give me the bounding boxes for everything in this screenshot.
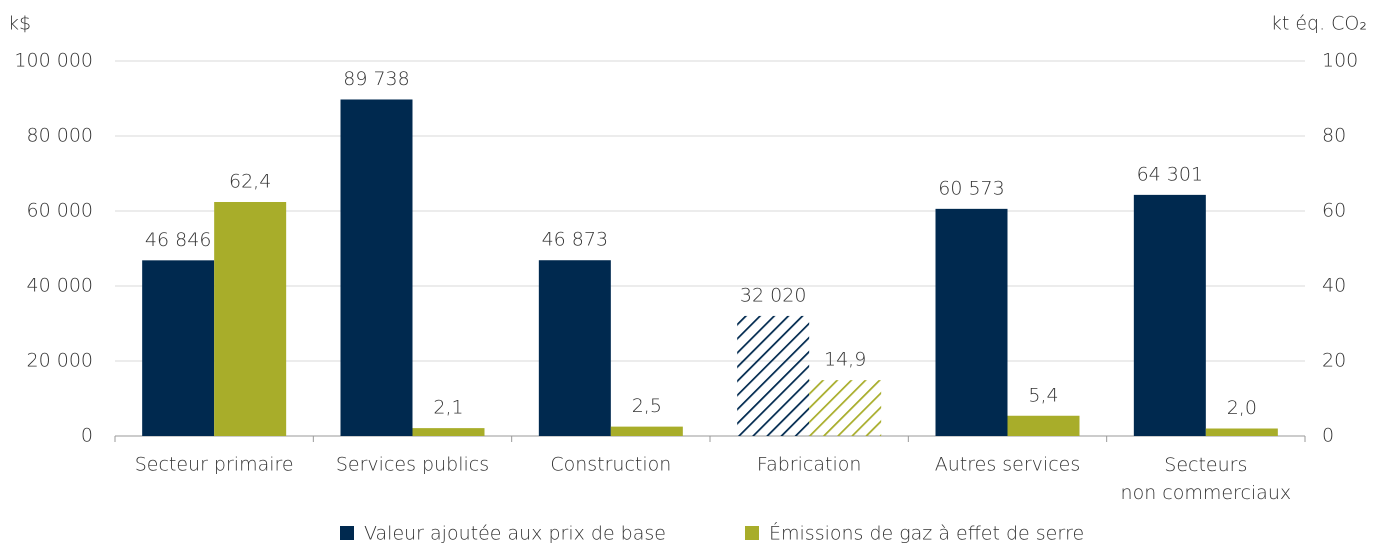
value-label: 2,5	[632, 395, 662, 417]
y2-tick-label: 80	[1322, 125, 1346, 147]
value-label: 2,0	[1227, 397, 1257, 419]
y-tick-label: 60 000	[27, 200, 93, 222]
y-tick-label: 40 000	[27, 275, 93, 297]
bar	[935, 208, 1008, 436]
value-label: 64 301	[1137, 163, 1203, 185]
x-tick-label: Secteurs non commerciaux	[1121, 454, 1292, 504]
bar	[1205, 428, 1278, 436]
x-tick-label-line: non commerciaux	[1121, 482, 1292, 504]
legend-swatch	[745, 526, 759, 540]
x-tick-label: Secteur primaire	[135, 454, 294, 476]
bar	[610, 426, 683, 436]
y2-axis-label: kt éq. CO₂	[1271, 13, 1367, 35]
bar	[737, 315, 810, 436]
y-axis-label: k$	[8, 13, 31, 35]
value-label: 89 738	[343, 68, 409, 90]
legend-swatch	[340, 526, 354, 540]
bar	[1133, 194, 1206, 436]
y-tick-label: 20 000	[27, 350, 93, 372]
y-tick-label: 100 000	[14, 50, 93, 72]
y2-tick-label: 100	[1322, 50, 1358, 72]
value-label: 2,1	[433, 397, 463, 419]
y-tick-label: 0	[81, 425, 93, 447]
bar	[142, 260, 215, 436]
legend-label: Valeur ajoutée aux prix de base	[364, 523, 666, 544]
y-tick-label: 80 000	[27, 125, 93, 147]
bar	[214, 202, 287, 436]
y2-tick-label: 60	[1322, 200, 1346, 222]
x-tick-label-line: Secteurs	[1164, 454, 1247, 476]
value-label: 5,4	[1028, 384, 1058, 406]
x-tick-label: Autres services	[935, 454, 1080, 476]
bar	[340, 99, 413, 437]
y2-tick-label: 40	[1322, 275, 1346, 297]
x-tick-label: Services publics	[336, 454, 489, 476]
bar	[809, 380, 882, 436]
bar	[538, 260, 611, 436]
bar	[412, 428, 485, 436]
y2-tick-label: 20	[1322, 350, 1346, 372]
value-label: 62,4	[229, 171, 271, 193]
value-label: 46 846	[145, 229, 211, 251]
x-tick-label: Fabrication	[757, 454, 861, 476]
y2-tick-label: 0	[1322, 425, 1334, 447]
value-label: 60 573	[938, 177, 1004, 199]
value-label: 46 873	[542, 229, 608, 251]
bar	[1007, 415, 1080, 436]
value-label: 32 020	[740, 284, 806, 306]
legend-label: Émissions de gaz à effet de serre	[769, 522, 1084, 544]
value-label: 14,9	[824, 349, 866, 371]
x-tick-label: Construction	[550, 454, 671, 476]
